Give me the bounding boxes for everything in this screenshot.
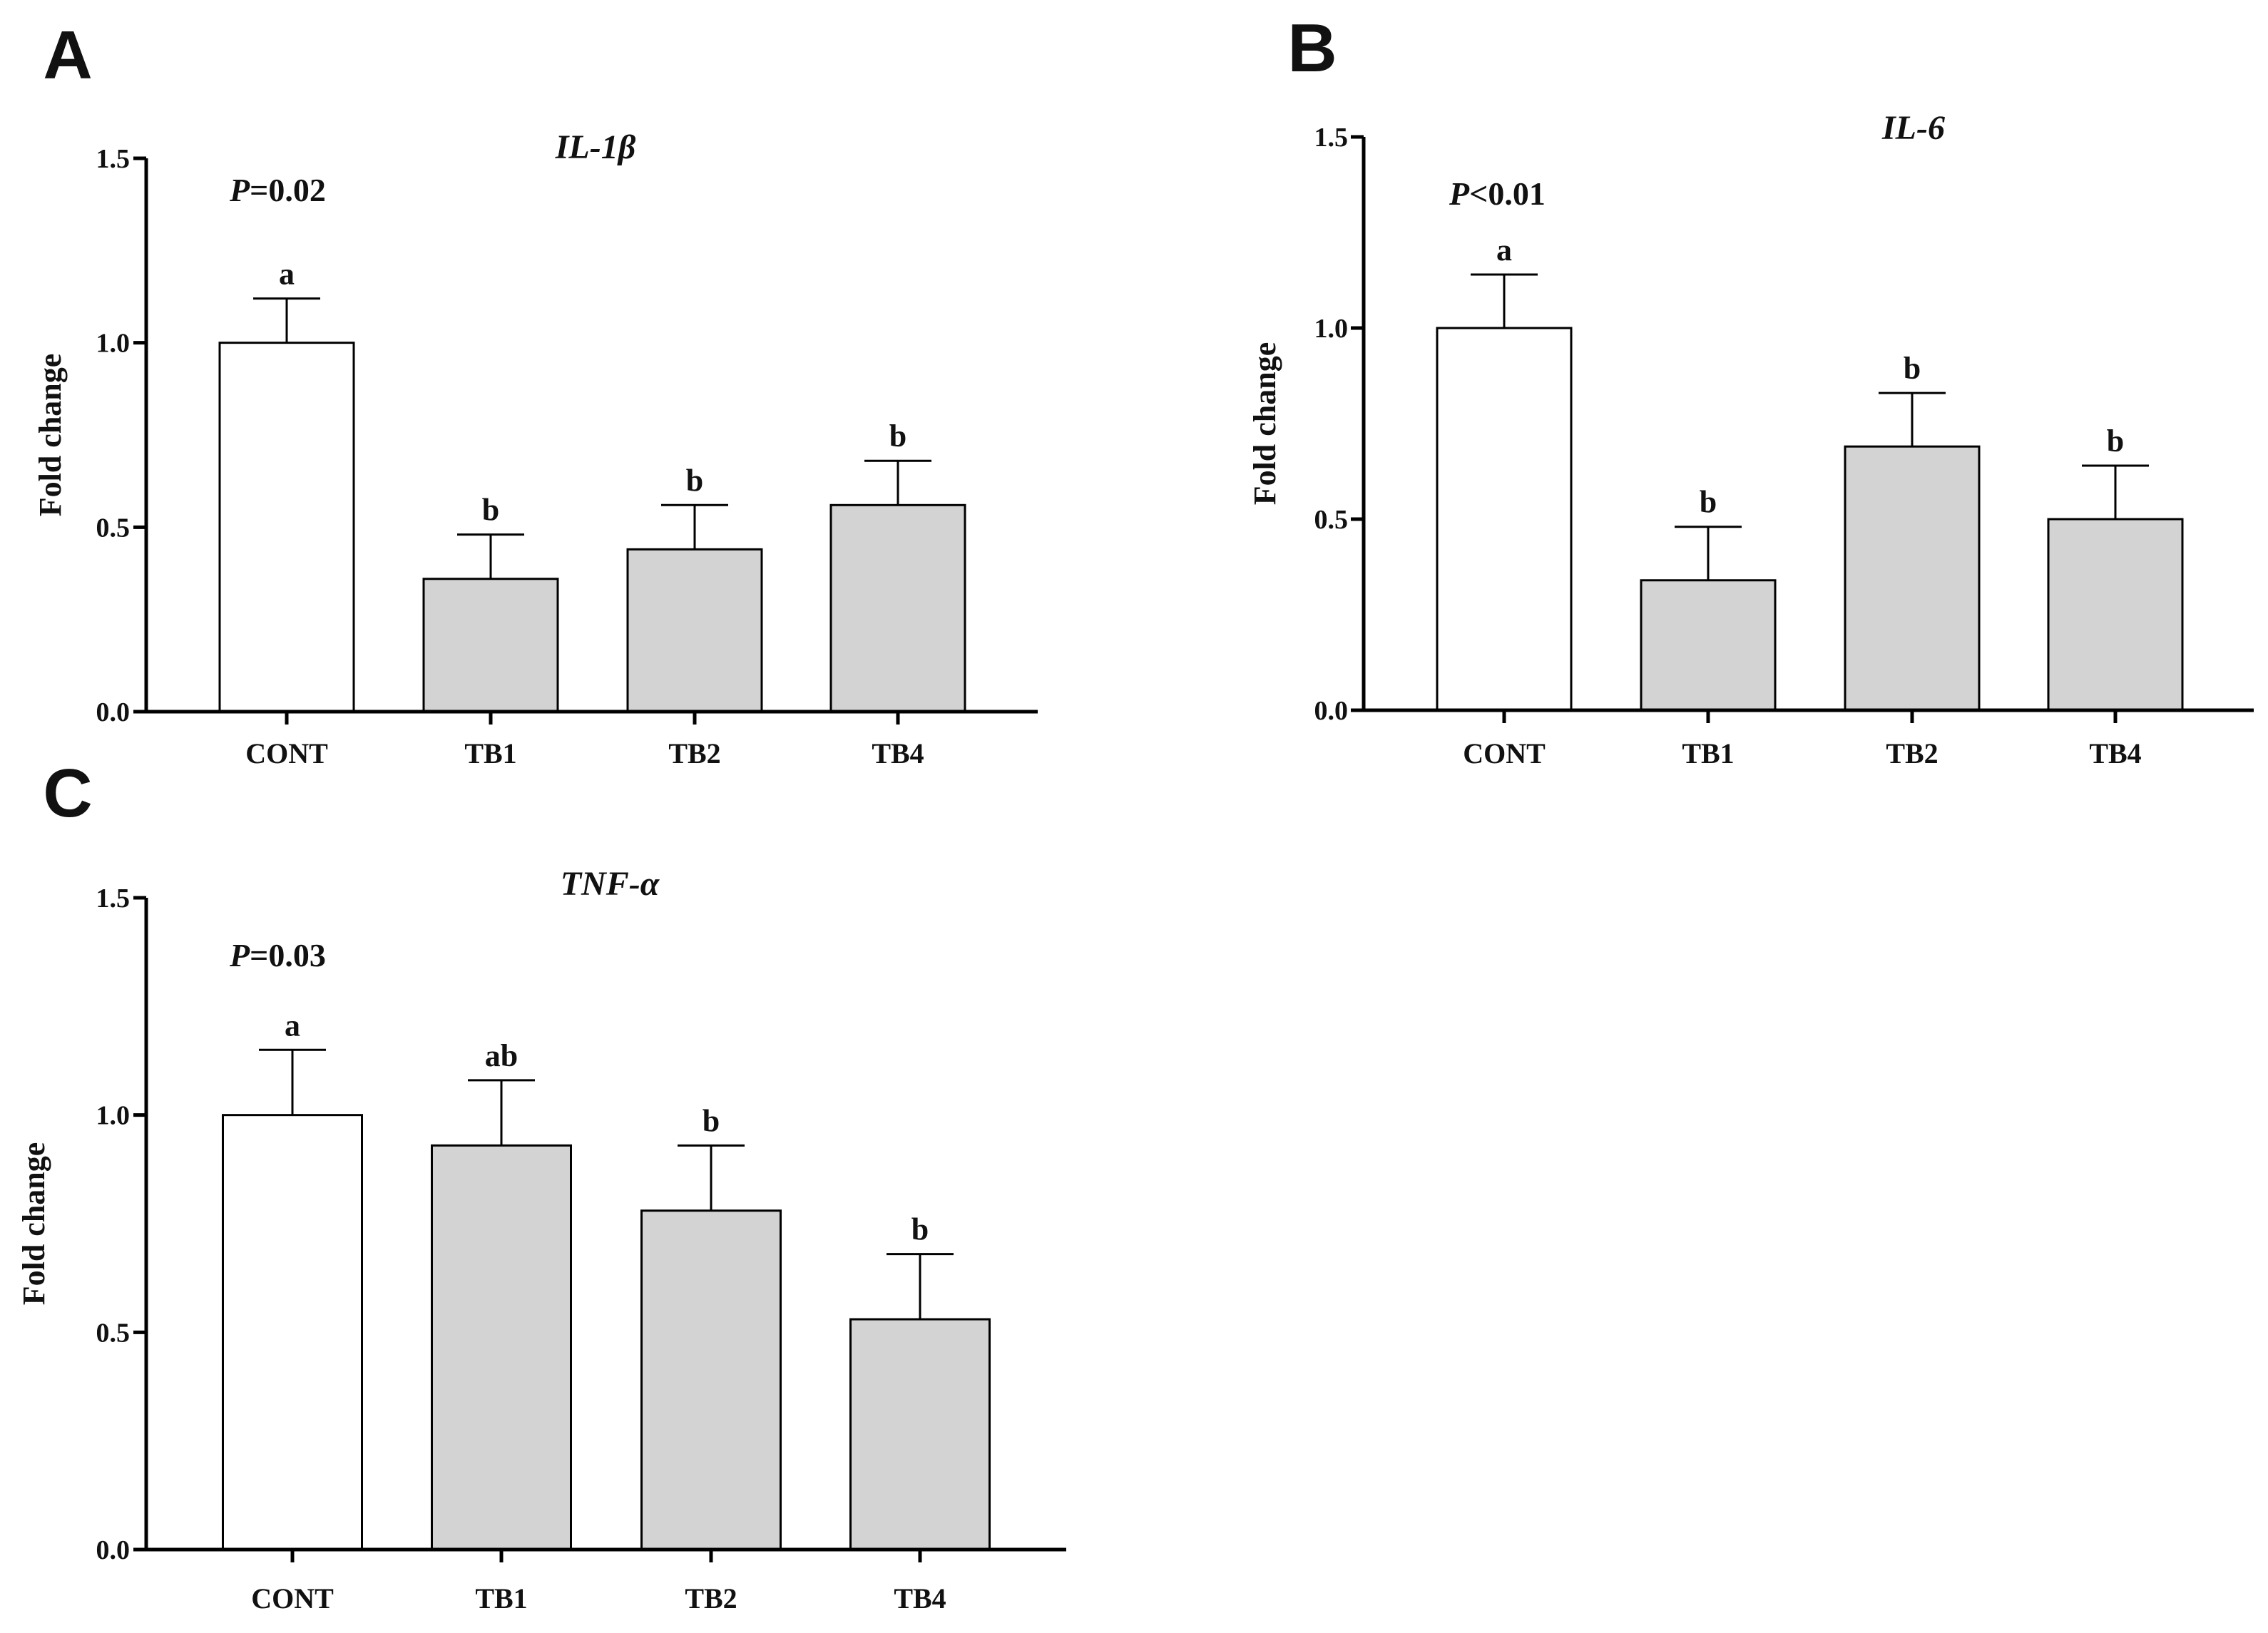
- chart-panel-a: A IL-1β P=0.02 Fold change a CONT b TB1 b TB2 b TB4…: [33, 17, 1038, 769]
- p-value-annotation: P=0.03: [229, 937, 326, 973]
- bar-cont: [218, 342, 355, 713]
- y-tick-label: 0.5: [96, 1318, 131, 1348]
- panel-letter: A: [43, 17, 92, 93]
- significance-letter: b: [1700, 485, 1717, 520]
- x-tick-label: TB2: [1886, 737, 1938, 769]
- p-value: =0.03: [250, 937, 326, 973]
- significance-letter: a: [285, 1008, 300, 1043]
- chart-panel-c: C TNF-α P=0.03 Fold change a CONT ab TB1 b TB2 b TB…: [16, 755, 1066, 1614]
- bar-tb1: [422, 578, 559, 713]
- significance-letter: b: [911, 1212, 929, 1247]
- y-tick-label: 0.0: [96, 697, 131, 727]
- y-tick-label: 1.5: [96, 144, 131, 174]
- significance-letter: b: [2107, 424, 2124, 459]
- significance-letter: b: [703, 1103, 720, 1138]
- panel-letter: C: [43, 755, 92, 831]
- x-tick-label: TB4: [2089, 737, 2141, 769]
- bar-cont: [1436, 327, 1573, 712]
- x-tick-label: CONT: [245, 737, 328, 769]
- y-tick-label: 1.0: [1314, 314, 1349, 344]
- chart-title: IL-1β: [555, 128, 636, 166]
- x-tick-label: TB1: [475, 1582, 527, 1614]
- panel-letter: B: [1287, 10, 1337, 86]
- x-tick-label: TB1: [1682, 737, 1734, 769]
- bar-tb2: [1844, 445, 1981, 712]
- p-value: <0.01: [1469, 175, 1546, 212]
- significance-letter: b: [482, 493, 499, 528]
- y-tick-label: 1.0: [96, 329, 131, 359]
- x-tick-label: TB4: [872, 737, 924, 769]
- y-tick-label: 0.5: [96, 513, 131, 543]
- y-tick-label: 1.5: [1314, 123, 1349, 153]
- x-tick-label: TB2: [685, 1582, 737, 1614]
- significance-letter: a: [1496, 232, 1512, 267]
- x-tick-label: CONT: [1463, 737, 1546, 769]
- bar-tb2: [640, 1209, 782, 1551]
- bar-cont: [222, 1114, 363, 1551]
- y-tick-label: 0.5: [1314, 505, 1349, 535]
- chart-title: IL-6: [1881, 109, 1945, 147]
- p-symbol: P: [229, 172, 250, 208]
- chart-title: TNF-α: [561, 865, 660, 903]
- y-tick-label: 0.0: [1314, 696, 1349, 726]
- x-tick-label: TB2: [668, 737, 720, 769]
- p-value-annotation: P=0.02: [229, 172, 326, 208]
- y-tick-label: 1.0: [96, 1101, 131, 1131]
- p-value: =0.02: [250, 172, 326, 208]
- bar-tb1: [431, 1144, 572, 1551]
- significance-letter: a: [279, 257, 295, 292]
- chart-panel-b: B IL-6 P<0.01 Fold change a CONT b TB1 b TB2 b TB4 0…: [1247, 10, 2254, 769]
- x-tick-label: TB1: [464, 737, 516, 769]
- bar-tb1: [1640, 579, 1777, 712]
- y-tick-label: 1.5: [96, 884, 131, 913]
- bar-tb2: [626, 548, 763, 713]
- p-symbol: P: [229, 937, 250, 973]
- bar-tb4: [2047, 518, 2184, 712]
- significance-letter: b: [686, 463, 703, 498]
- p-value-annotation: P<0.01: [1449, 175, 1546, 212]
- bar-tb4: [849, 1318, 991, 1551]
- x-tick-label: CONT: [251, 1582, 334, 1614]
- y-axis-label: Fold change: [33, 354, 68, 517]
- bar-tb4: [829, 503, 966, 713]
- y-axis-label: Fold change: [1247, 342, 1282, 506]
- y-tick-label: 0.0: [96, 1535, 131, 1565]
- x-tick-label: TB4: [894, 1582, 946, 1614]
- y-axis-label: Fold change: [16, 1142, 51, 1306]
- significance-letter: ab: [485, 1038, 518, 1073]
- p-symbol: P: [1449, 175, 1470, 212]
- significance-letter: b: [889, 419, 906, 454]
- significance-letter: b: [1904, 351, 1921, 386]
